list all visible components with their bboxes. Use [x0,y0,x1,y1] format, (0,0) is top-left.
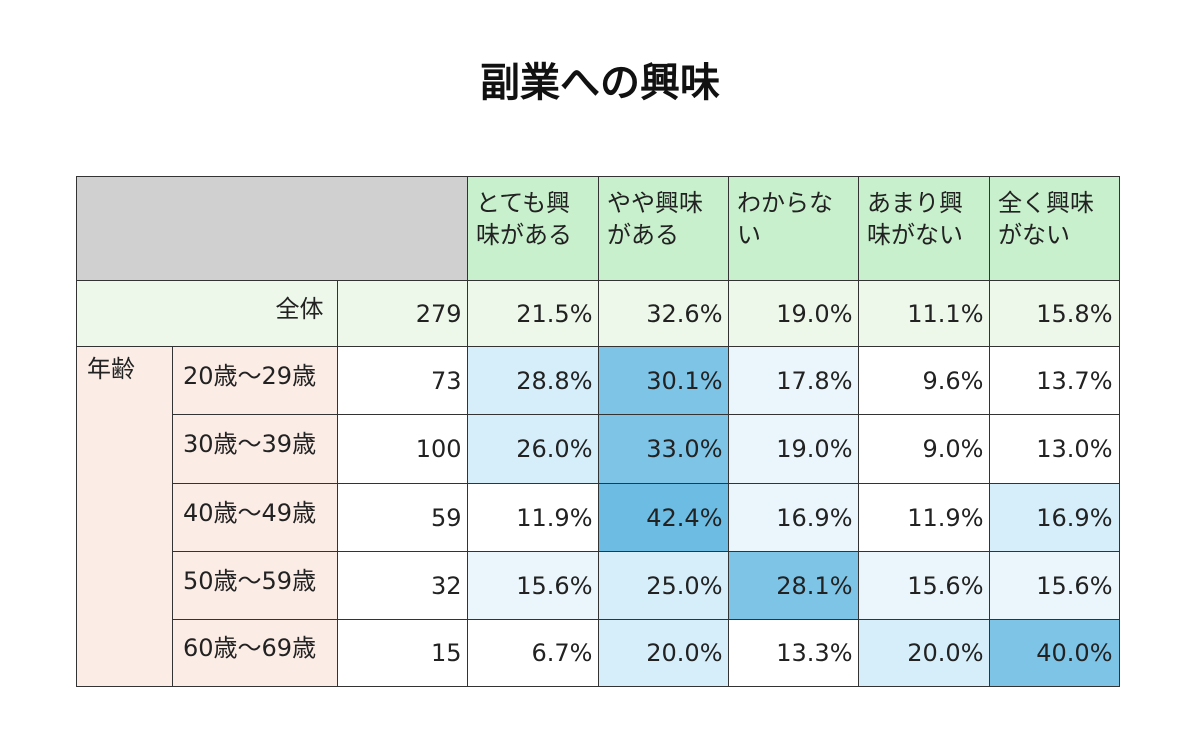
row-value: 30.1% [598,346,730,416]
row-value: 16.9% [989,483,1120,553]
row-label: 20歳～29歳 [172,346,339,416]
row-value: 15.6% [989,551,1120,621]
row-label: 40歳～49歳 [172,483,339,553]
total-value: 32.6% [598,280,730,348]
total-value: 19.0% [728,280,860,348]
row-value: 19.0% [728,414,860,485]
row-value: 40.0% [989,619,1120,687]
column-header: とても興味がある [467,176,600,282]
row-value: 9.6% [858,346,991,416]
total-label: 全体 [76,280,339,348]
row-value: 9.0% [858,414,991,485]
row-value: 11.9% [467,483,600,553]
row-value: 26.0% [467,414,600,485]
row-value: 16.9% [728,483,860,553]
header-blank [76,176,469,282]
column-header: やや興味がある [598,176,730,282]
row-value: 13.0% [989,414,1120,485]
total-value: 15.8% [989,280,1120,348]
row-value: 13.7% [989,346,1120,416]
column-header: わからない [728,176,860,282]
column-header: 全く興味がない [989,176,1120,282]
column-header: あまり興味がない [858,176,991,282]
row-value: 17.8% [728,346,860,416]
row-value: 13.3% [728,619,860,687]
row-label: 30歳～39歳 [172,414,339,485]
total-value: 11.1% [858,280,991,348]
row-value: 20.0% [598,619,730,687]
title: 副業への興味 [480,60,720,106]
row-value: 42.4% [598,483,730,553]
row-n: 32 [337,551,469,621]
row-n: 15 [337,619,469,687]
row-n: 73 [337,346,469,416]
group-label: 年齢 [76,346,174,687]
total-value: 21.5% [467,280,600,348]
row-n: 100 [337,414,469,485]
row-value: 28.1% [728,551,860,621]
total-n: 279 [337,280,469,348]
row-value: 20.0% [858,619,991,687]
row-label: 60歳～69歳 [172,619,339,687]
row-value: 15.6% [467,551,600,621]
row-value: 28.8% [467,346,600,416]
row-value: 6.7% [467,619,600,687]
row-value: 25.0% [598,551,730,621]
row-n: 59 [337,483,469,553]
row-value: 11.9% [858,483,991,553]
row-value: 33.0% [598,414,730,485]
row-label: 50歳～59歳 [172,551,339,621]
row-value: 15.6% [858,551,991,621]
